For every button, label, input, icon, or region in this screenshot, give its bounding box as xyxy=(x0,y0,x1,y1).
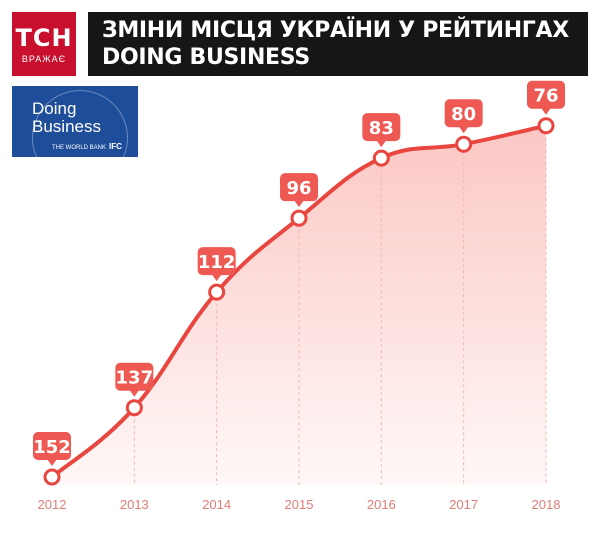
data-point-2016 xyxy=(372,149,390,167)
label-pointer xyxy=(458,126,469,134)
doing-business-word-2: Business xyxy=(32,117,101,136)
x-tick-label: 2015 xyxy=(285,497,314,512)
label-bubble xyxy=(444,99,483,128)
label-bubble xyxy=(362,113,401,142)
doing-business-logo: Doing Business THE WORLD BANK IFC xyxy=(12,86,138,157)
x-tick-label: 2014 xyxy=(202,497,231,512)
x-tick-label: 2018 xyxy=(532,497,561,512)
point-marker xyxy=(43,468,61,486)
title-banner: ЗМІНИ МІСЦЯ УКРАЇНИ У РЕЙТИНГАХ DOING BU… xyxy=(88,12,588,76)
data-label-text: 96 xyxy=(286,178,311,199)
label-pointer xyxy=(541,107,551,115)
data-label-2018: 76 xyxy=(527,80,565,115)
ifc-label: IFC xyxy=(109,142,122,151)
world-bank-label: THE WORLD BANK xyxy=(52,145,107,151)
data-label-text: 83 xyxy=(369,118,394,139)
data-label-text: 112 xyxy=(198,252,236,273)
data-label-2016: 83 xyxy=(362,113,401,148)
label-pointer xyxy=(211,274,222,282)
point-marker xyxy=(455,135,473,153)
label-pointer xyxy=(294,200,304,208)
label-bubble xyxy=(197,247,236,276)
data-point-2013 xyxy=(125,399,143,417)
data-label-text: 152 xyxy=(33,437,71,458)
data-label-text: 76 xyxy=(533,86,558,107)
data-label-text: 137 xyxy=(116,368,154,389)
x-tick-label: 2013 xyxy=(120,497,149,512)
x-tick-label: 2012 xyxy=(38,497,67,512)
data-label-2014: 112 xyxy=(197,247,236,282)
data-point-2015 xyxy=(290,209,308,227)
data-label-2017: 80 xyxy=(444,99,483,134)
point-marker xyxy=(208,283,226,301)
title-line-1: ЗМІНИ МІСЦЯ УКРАЇНИ У РЕЙТИНГАХ xyxy=(102,18,569,43)
point-marker xyxy=(372,149,390,167)
doing-business-word-1: Doing xyxy=(32,99,77,118)
tsn-logo-text: ТСН xyxy=(15,23,73,52)
title-line-2: DOING BUSINESS xyxy=(102,45,310,70)
area-fill xyxy=(52,125,546,485)
data-label-2015: 96 xyxy=(280,173,318,208)
label-pointer xyxy=(47,459,57,467)
data-point-2014 xyxy=(208,283,226,301)
data-point-2018 xyxy=(537,117,555,135)
label-bubble xyxy=(280,173,318,202)
data-point-2012 xyxy=(43,468,61,486)
point-marker xyxy=(125,399,143,417)
tsn-logo: ТСН ВРАЖАЄ xyxy=(12,12,76,76)
point-marker xyxy=(290,209,308,227)
x-tick-label: 2016 xyxy=(367,497,396,512)
x-tick-label: 2017 xyxy=(449,497,478,512)
data-point-2017 xyxy=(455,135,473,153)
label-pointer xyxy=(129,389,140,397)
data-label-text: 80 xyxy=(451,104,476,125)
label-pointer xyxy=(376,140,387,148)
label-bubble xyxy=(527,80,565,109)
data-label-2013: 137 xyxy=(115,362,154,397)
doing-business-footer: THE WORLD BANK IFC xyxy=(52,142,122,151)
data-label-2012: 152 xyxy=(33,432,71,467)
point-marker xyxy=(537,117,555,135)
tsn-logo-subtext: ВРАЖАЄ xyxy=(21,53,67,64)
label-bubble xyxy=(33,432,71,461)
label-bubble xyxy=(115,362,154,391)
